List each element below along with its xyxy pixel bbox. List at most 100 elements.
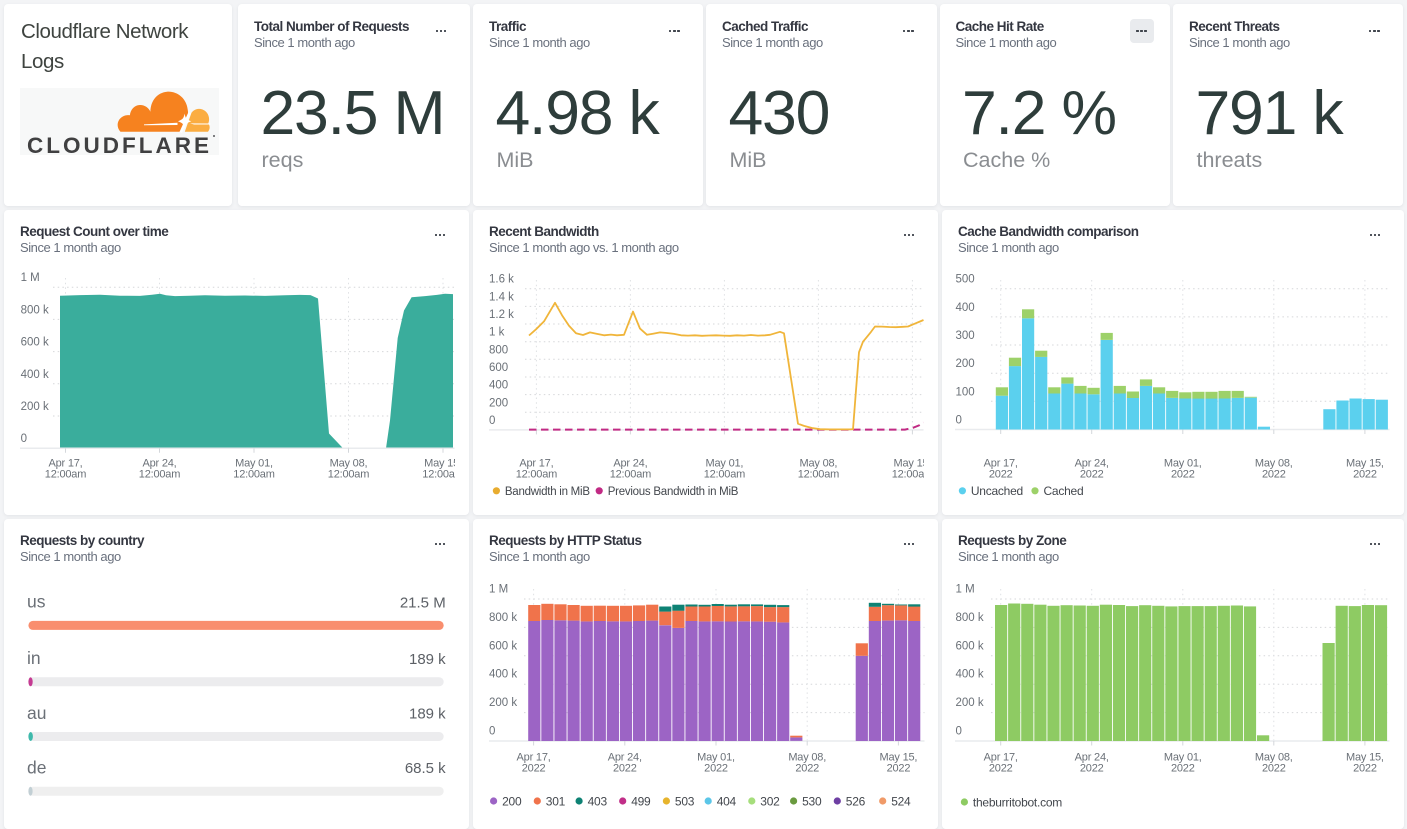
- svg-text:189 k: 189 k: [409, 705, 446, 722]
- svg-text:Apr 17,: Apr 17,: [984, 751, 1018, 763]
- svg-text:200 k: 200 k: [489, 697, 517, 709]
- svg-text:1 M: 1 M: [21, 272, 40, 284]
- svg-text:1.4 k: 1.4 k: [489, 291, 514, 303]
- svg-text:600 k: 600 k: [489, 640, 517, 652]
- svg-text:May 01,: May 01,: [1164, 751, 1202, 763]
- svg-text:400 k: 400 k: [956, 668, 984, 680]
- svg-text:May 15,: May 15,: [1346, 457, 1384, 469]
- svg-text:2022: 2022: [522, 762, 546, 774]
- svg-text:2022: 2022: [1080, 468, 1104, 480]
- svg-text:0: 0: [489, 725, 495, 737]
- svg-text:1 k: 1 k: [489, 326, 505, 338]
- svg-text:200: 200: [502, 794, 522, 808]
- svg-text:May 15,: May 15,: [424, 457, 454, 469]
- svg-text:1.6 k: 1.6 k: [489, 273, 514, 285]
- svg-text:Apr 24,: Apr 24,: [1075, 457, 1109, 469]
- svg-text:0: 0: [956, 414, 962, 426]
- svg-text:404: 404: [717, 794, 737, 808]
- svg-text:Apr 17,: Apr 17,: [517, 751, 551, 763]
- svg-text:May 08,: May 08,: [330, 457, 368, 469]
- svg-text:301: 301: [546, 794, 566, 808]
- svg-text:200 k: 200 k: [956, 697, 984, 709]
- svg-text:302: 302: [760, 794, 780, 808]
- svg-text:800: 800: [489, 344, 508, 356]
- svg-text:May 01,: May 01,: [706, 457, 744, 469]
- svg-text:May 08,: May 08,: [1255, 751, 1293, 763]
- svg-text:1 M: 1 M: [956, 583, 975, 595]
- svg-text:12:00am: 12:00am: [233, 468, 274, 480]
- svg-text:Apr 24,: Apr 24,: [142, 457, 176, 469]
- svg-text:0: 0: [489, 414, 495, 426]
- svg-text:2022: 2022: [795, 762, 819, 774]
- svg-text:2022: 2022: [989, 762, 1013, 774]
- svg-text:2022: 2022: [1262, 762, 1286, 774]
- svg-text:499: 499: [631, 794, 651, 808]
- svg-text:403: 403: [588, 794, 608, 808]
- svg-text:400 k: 400 k: [21, 368, 49, 380]
- svg-text:Cached: Cached: [1044, 484, 1084, 498]
- svg-text:12:00am: 12:00am: [892, 468, 924, 480]
- svg-text:300: 300: [956, 330, 975, 342]
- svg-text:2022: 2022: [1080, 762, 1104, 774]
- svg-text:CLOUDFLARE: CLOUDFLARE: [27, 133, 212, 155]
- svg-text:Apr 17,: Apr 17,: [519, 457, 553, 469]
- svg-text:400: 400: [956, 301, 975, 313]
- svg-text:2022: 2022: [1171, 468, 1195, 480]
- svg-text:800 k: 800 k: [956, 611, 984, 623]
- svg-text:12:00am: 12:00am: [798, 468, 839, 480]
- svg-text:400 k: 400 k: [489, 668, 517, 680]
- svg-text:200 k: 200 k: [21, 401, 49, 413]
- svg-text:theburritobot.com: theburritobot.com: [973, 795, 1062, 809]
- svg-text:Uncached: Uncached: [971, 484, 1023, 498]
- svg-text:Apr 24,: Apr 24,: [608, 751, 642, 763]
- svg-text:0: 0: [956, 725, 962, 737]
- svg-text:12:00am: 12:00am: [328, 468, 369, 480]
- svg-text:May 15,: May 15,: [1346, 751, 1384, 763]
- svg-text:68.5 k: 68.5 k: [405, 760, 446, 777]
- svg-text:12:00am: 12:00am: [516, 468, 557, 480]
- svg-text:au: au: [27, 702, 46, 722]
- svg-text:1.2 k: 1.2 k: [489, 309, 514, 321]
- svg-text:524: 524: [891, 794, 911, 808]
- svg-text:in: in: [27, 648, 41, 668]
- svg-text:May 08,: May 08,: [800, 457, 838, 469]
- svg-text:us: us: [27, 591, 46, 611]
- svg-text:400: 400: [489, 379, 508, 391]
- svg-text:Apr 17,: Apr 17,: [48, 457, 82, 469]
- svg-text:200: 200: [489, 397, 508, 409]
- svg-text:May 01,: May 01,: [235, 457, 273, 469]
- svg-text:May 15,: May 15,: [880, 751, 918, 763]
- svg-text:May 08,: May 08,: [788, 751, 826, 763]
- svg-text:12:00am: 12:00am: [704, 468, 745, 480]
- svg-text:2022: 2022: [887, 762, 911, 774]
- svg-text:2022: 2022: [613, 762, 637, 774]
- svg-text:600: 600: [489, 362, 508, 374]
- svg-text:100: 100: [956, 386, 975, 398]
- svg-text:2022: 2022: [1171, 762, 1195, 774]
- svg-text:189 k: 189 k: [409, 650, 446, 667]
- svg-text:Apr 24,: Apr 24,: [1075, 751, 1109, 763]
- svg-text:May 15,: May 15,: [894, 457, 924, 469]
- svg-text:May 01,: May 01,: [697, 751, 735, 763]
- svg-text:800 k: 800 k: [21, 304, 49, 316]
- svg-text:21.5 M: 21.5 M: [400, 594, 446, 611]
- svg-text:2022: 2022: [1353, 468, 1377, 480]
- svg-text:12:00am: 12:00am: [422, 468, 454, 480]
- svg-text:503: 503: [675, 794, 695, 808]
- svg-text:Previous Bandwidth in MiB: Previous Bandwidth in MiB: [608, 486, 739, 498]
- svg-text:600 k: 600 k: [21, 336, 49, 348]
- svg-text:12:00am: 12:00am: [45, 468, 86, 480]
- svg-text:530: 530: [802, 794, 822, 808]
- svg-text:Bandwidth in MiB: Bandwidth in MiB: [505, 486, 590, 498]
- svg-text:12:00am: 12:00am: [610, 468, 651, 480]
- svg-text:2022: 2022: [704, 762, 728, 774]
- svg-text:526: 526: [846, 794, 866, 808]
- svg-text:200: 200: [956, 358, 975, 370]
- svg-text:May 08,: May 08,: [1255, 457, 1293, 469]
- svg-text:600 k: 600 k: [956, 640, 984, 652]
- svg-text:2022: 2022: [1262, 468, 1286, 480]
- svg-text:2022: 2022: [1353, 762, 1377, 774]
- svg-text:1 M: 1 M: [489, 583, 508, 595]
- svg-text:800 k: 800 k: [489, 611, 517, 623]
- svg-text:de: de: [27, 757, 46, 777]
